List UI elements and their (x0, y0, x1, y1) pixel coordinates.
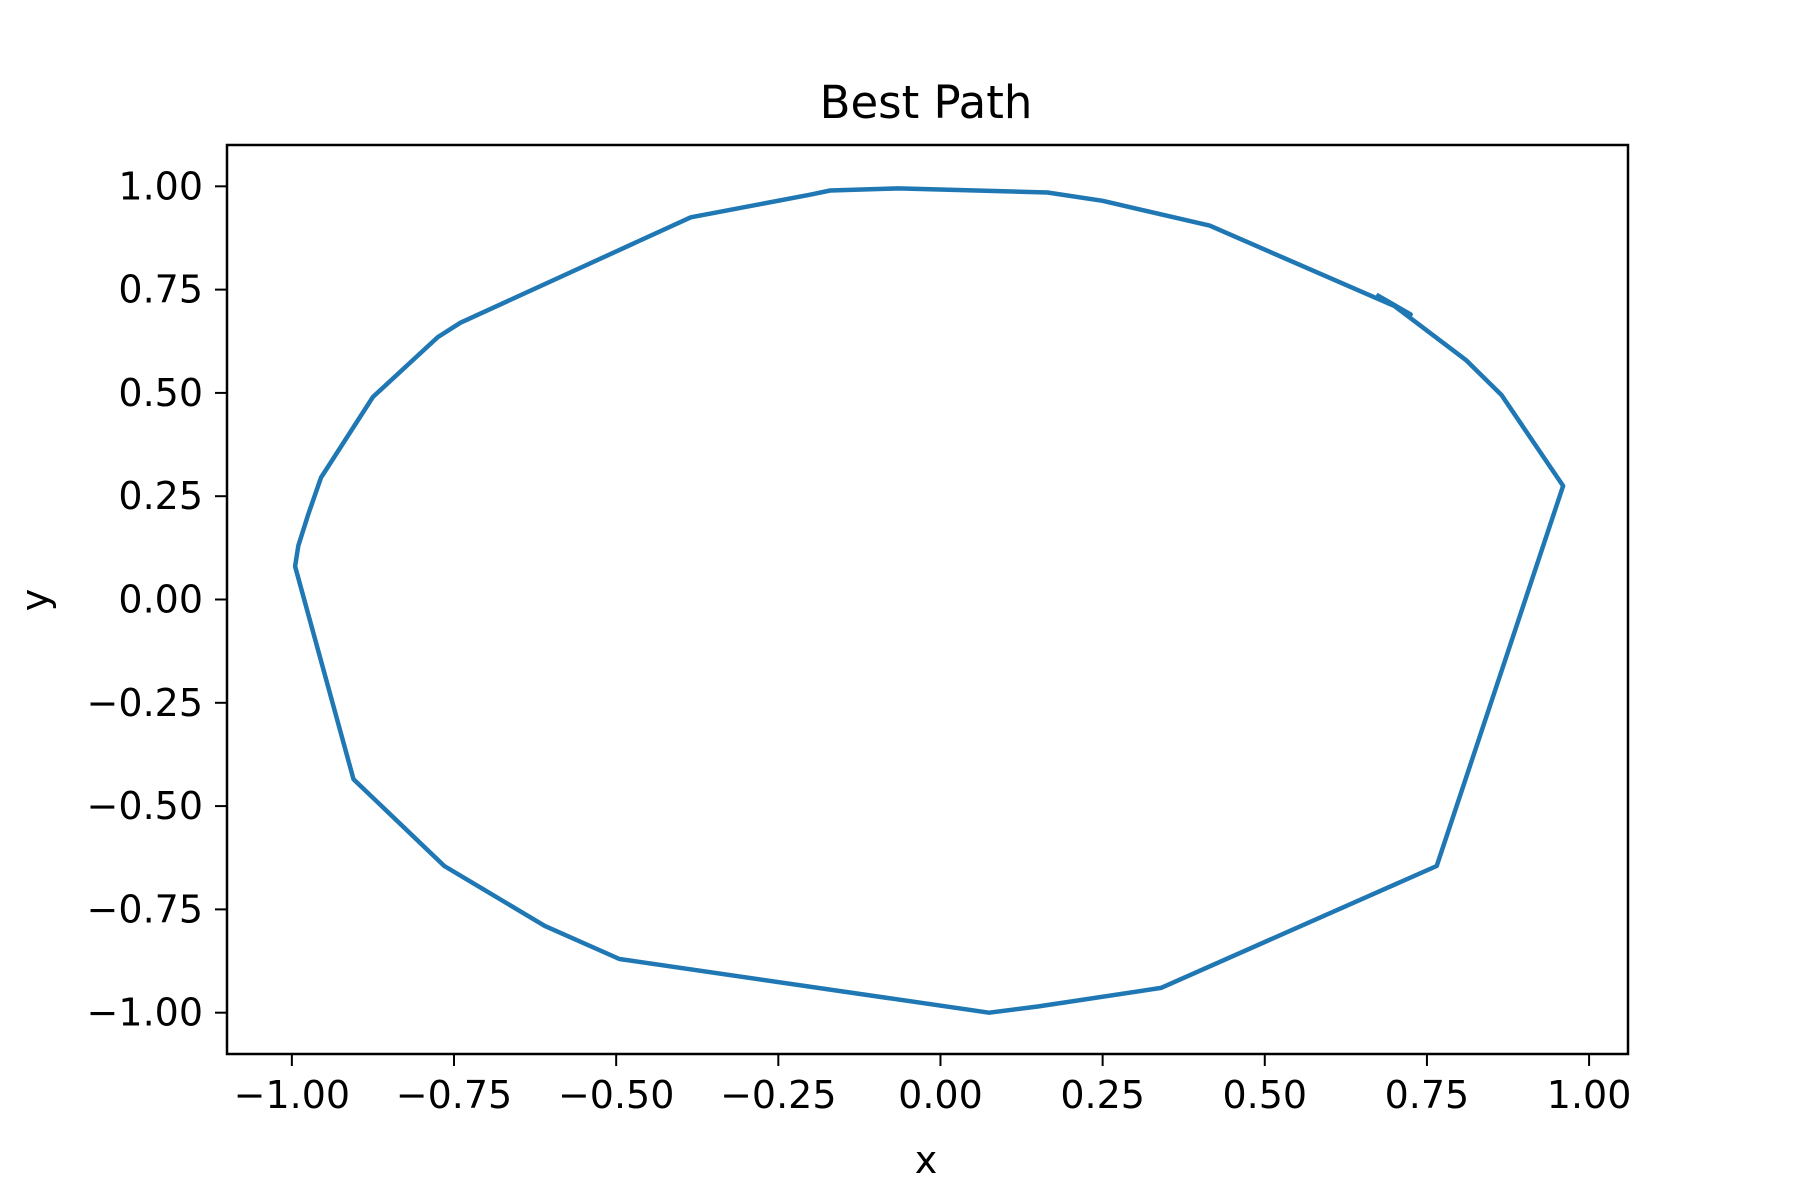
y-tick-label: −0.50 (87, 784, 203, 828)
y-tick-label: −0.75 (87, 887, 203, 931)
series-line (292, 186, 1566, 1015)
y-tick-label: 0.75 (118, 268, 203, 312)
x-tick-label: 0.25 (1060, 1073, 1145, 1117)
x-axis: −1.00 −0.75 −0.50 −0.25 0.00 0.25 0.50 0.75 1.00 (234, 1054, 1632, 1117)
x-tick-label: 0.00 (898, 1073, 983, 1117)
x-tick-label: 0.75 (1385, 1073, 1470, 1117)
y-tick-label: 1.00 (118, 164, 203, 208)
y-tick-label: −0.25 (87, 681, 203, 725)
y-axis: 1.00 0.75 0.50 0.25 0.00 −0.25 −0.50 −0.75 −1.00 (87, 164, 227, 1035)
y-tick-label: −1.00 (87, 991, 203, 1035)
x-tick-label: −1.00 (234, 1073, 350, 1117)
x-tick-label: −0.75 (396, 1073, 512, 1117)
y-tick-label: 0.50 (118, 371, 203, 415)
x-tick-label: 1.00 (1547, 1073, 1632, 1117)
y-tick-label: 0.00 (118, 578, 203, 622)
x-tick-label: −0.25 (720, 1073, 836, 1117)
x-tick-label: 0.50 (1222, 1073, 1307, 1117)
plot-area (292, 186, 1566, 1015)
y-axis-label: y (13, 589, 57, 612)
y-tick-label: 0.25 (118, 474, 203, 518)
x-axis-label: x (915, 1138, 938, 1182)
x-tick-label: −0.50 (558, 1073, 674, 1117)
chart-title: Best Path (820, 76, 1033, 129)
